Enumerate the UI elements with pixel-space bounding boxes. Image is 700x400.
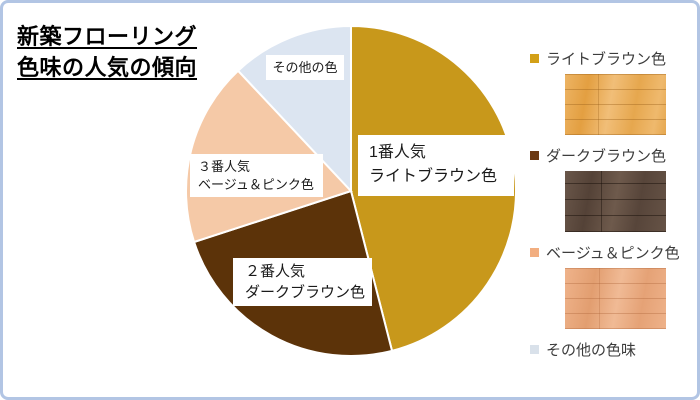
legend-item-label: ダークブラウン色 [546,147,667,165]
pie-callout-dark-brown: ２番人気ダークブラウン色 [233,258,372,306]
legend-item-3: ベージュ＆ピンク色 [530,243,690,262]
pie-callout-other: その他の色 [266,55,344,80]
wood-texture-beige-pink [565,268,666,329]
legend-item-label: その他の色味 [546,341,637,359]
pie-callout-text: ライトブラウン色 [369,168,498,185]
pie-callout-text: 1番人気 [369,144,426,161]
pie-callout-text: ダークブラウン色 [245,284,366,301]
wood-texture-dark-brown [565,171,666,232]
pie-callout-beige-pink: ３番人気ベージュ＆ピンク色 [190,154,323,197]
title-line-2: 色味の人気の傾向 [17,55,198,80]
legend-marker-icon [530,344,539,354]
legend-item-label: ベージュ＆ピンク色 [546,244,680,262]
page-title: 新築フローリング 色味の人気の傾向 [17,21,197,83]
pie-callout-text: その他の色 [272,60,338,75]
pie-callout-light-brown: 1番人気ライトブラウン色 [358,135,514,196]
legend-marker-icon [530,247,539,257]
legend-marker-icon [530,150,539,160]
title-line-1: 新築フローリング [17,24,198,49]
legend: ライトブラウン色 ダークブラウン色 ベージュ＆ピンク色 その他の色味 [530,49,690,359]
legend-item-1: ライトブラウン色 [530,49,690,68]
pie-callout-text: ベージュ＆ピンク色 [198,177,314,192]
legend-item-4: その他の色味 [530,340,690,359]
legend-marker-icon [530,53,539,63]
legend-item-2: ダークブラウン色 [530,146,690,165]
legend-item-label: ライトブラウン色 [546,50,667,68]
wood-texture-light-brown [565,74,666,135]
pie-callout-text: ３番人気 [198,159,251,174]
pie-callout-text: ２番人気 [245,263,306,280]
